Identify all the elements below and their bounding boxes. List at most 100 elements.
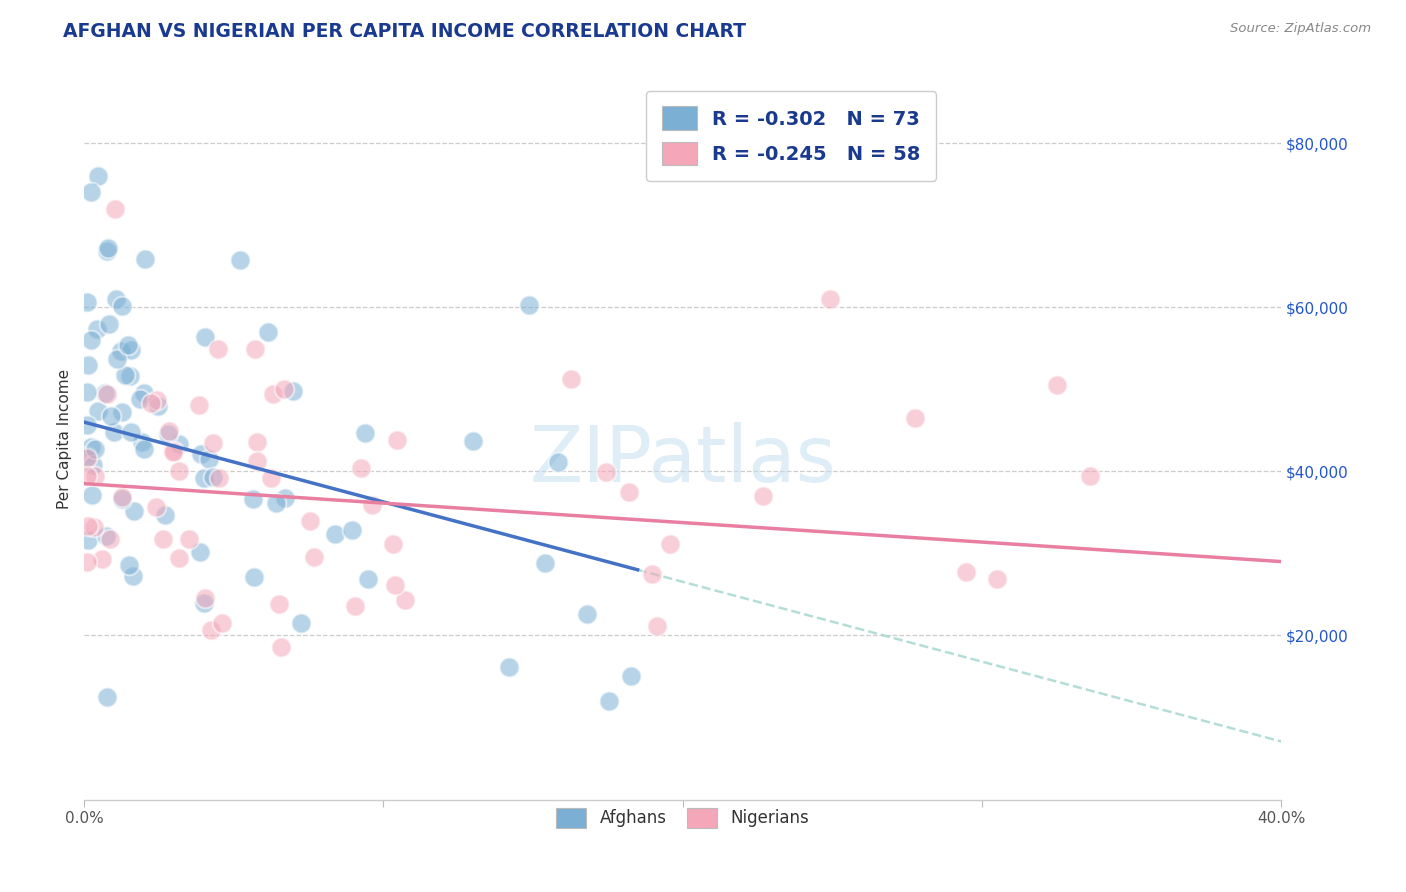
Point	[208, 471, 231, 485]
Point	[96, 690, 118, 704]
Point	[598, 694, 620, 708]
Point	[266, 496, 288, 510]
Text: Source: ZipAtlas.com: Source: ZipAtlas.com	[1230, 22, 1371, 36]
Point	[343, 599, 366, 614]
Point	[207, 342, 229, 356]
Point	[97, 317, 120, 331]
Point	[111, 490, 134, 504]
Point	[659, 537, 682, 551]
Point	[246, 454, 269, 468]
Point	[111, 405, 134, 419]
Point	[139, 395, 162, 409]
Point	[120, 368, 142, 383]
Point	[595, 465, 617, 479]
Point	[200, 624, 222, 638]
Point	[281, 384, 304, 399]
Point	[641, 567, 664, 582]
Point	[517, 298, 540, 312]
Point	[104, 202, 127, 216]
Point	[152, 532, 174, 546]
Point	[242, 491, 264, 506]
Point	[361, 498, 384, 512]
Point	[274, 491, 297, 505]
Point	[82, 488, 104, 502]
Point	[302, 549, 325, 564]
Point	[1078, 469, 1101, 483]
Point	[167, 550, 190, 565]
Point	[498, 660, 520, 674]
Point	[190, 447, 212, 461]
Point	[131, 434, 153, 449]
Point	[120, 343, 142, 357]
Point	[211, 616, 233, 631]
Point	[132, 385, 155, 400]
Point	[91, 552, 114, 566]
Point	[76, 451, 98, 466]
Point	[243, 342, 266, 356]
Point	[129, 392, 152, 407]
Point	[94, 385, 117, 400]
Point	[1046, 378, 1069, 392]
Point	[394, 592, 416, 607]
Point	[76, 417, 98, 432]
Point	[820, 292, 842, 306]
Text: ZIPatlas: ZIPatlas	[529, 422, 837, 498]
Point	[387, 433, 409, 447]
Point	[384, 578, 406, 592]
Point	[903, 411, 925, 425]
Point	[461, 434, 484, 449]
Point	[198, 452, 221, 467]
Point	[259, 470, 281, 484]
Point	[76, 450, 98, 464]
Point	[103, 425, 125, 440]
Point	[105, 292, 128, 306]
Point	[94, 529, 117, 543]
Point	[80, 333, 103, 347]
Point	[290, 616, 312, 631]
Point	[246, 434, 269, 449]
Point	[267, 598, 290, 612]
Point	[645, 618, 668, 632]
Point	[153, 508, 176, 522]
Point	[76, 358, 98, 372]
Point	[229, 253, 252, 268]
Point	[97, 241, 120, 255]
Point	[117, 338, 139, 352]
Point	[132, 442, 155, 456]
Point	[157, 427, 180, 442]
Point	[77, 533, 100, 548]
Point	[105, 351, 128, 366]
Point	[145, 500, 167, 514]
Point	[323, 527, 346, 541]
Point	[114, 368, 136, 382]
Point	[100, 409, 122, 424]
Point	[193, 596, 215, 610]
Point	[620, 669, 643, 683]
Point	[340, 523, 363, 537]
Point	[193, 470, 215, 484]
Point	[163, 443, 186, 458]
Point	[83, 442, 105, 456]
Point	[122, 504, 145, 518]
Point	[76, 385, 98, 400]
Point	[86, 169, 108, 183]
Point	[533, 556, 555, 570]
Point	[382, 537, 405, 551]
Point	[298, 514, 321, 528]
Point	[177, 532, 200, 546]
Point	[77, 518, 100, 533]
Point	[83, 520, 105, 534]
Point	[96, 244, 118, 259]
Point	[357, 572, 380, 586]
Point	[256, 325, 278, 339]
Point	[270, 640, 292, 654]
Point	[986, 572, 1008, 586]
Point	[752, 489, 775, 503]
Point	[146, 393, 169, 408]
Point	[118, 558, 141, 573]
Point	[575, 607, 598, 621]
Point	[617, 485, 640, 500]
Point	[122, 568, 145, 582]
Point	[87, 404, 110, 418]
Point	[76, 468, 98, 483]
